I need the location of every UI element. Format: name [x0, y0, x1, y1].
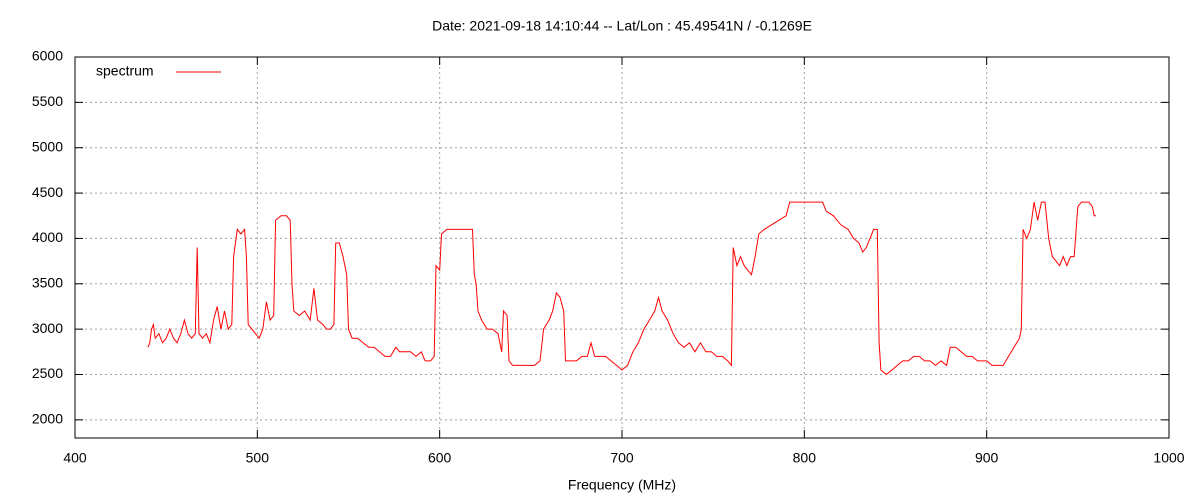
y-tick-label: 4500 — [32, 184, 63, 200]
x-tick-label: 1000 — [1153, 450, 1184, 466]
plot-border — [74, 56, 1170, 439]
y-tick-label: 3000 — [32, 320, 63, 336]
chart-title: Date: 2021-09-18 14:10:44 -- Lat/Lon : 4… — [432, 18, 812, 34]
y-tick-label: 2000 — [32, 411, 63, 427]
x-tick-label: 400 — [63, 450, 87, 466]
x-tick-label: 500 — [246, 450, 270, 466]
y-tick-label: 3500 — [32, 274, 63, 290]
x-tick-label: 800 — [793, 450, 817, 466]
x-tick-label: 700 — [610, 450, 634, 466]
y-tick-label: 4000 — [32, 229, 63, 245]
y-tick-label: 5500 — [32, 93, 63, 109]
x-tick-label: 600 — [428, 450, 452, 466]
y-tick-label: 6000 — [32, 48, 63, 64]
spectrum-line — [147, 201, 1097, 376]
y-tick-label: 2500 — [32, 365, 63, 381]
y-tick-label: 5000 — [32, 138, 63, 154]
x-axis-label: Frequency (MHz) — [568, 477, 676, 493]
legend-label: spectrum — [96, 63, 154, 79]
x-tick-label: 900 — [975, 450, 999, 466]
